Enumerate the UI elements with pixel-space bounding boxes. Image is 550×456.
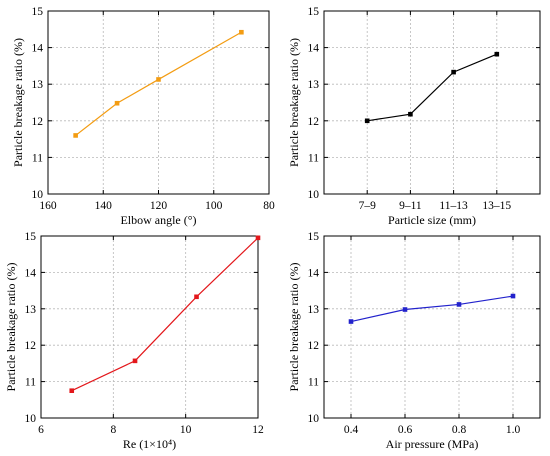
data-point: [114, 100, 120, 106]
data-point: [348, 319, 354, 324]
y-tick-label: 13: [308, 304, 320, 316]
x-tick-label: 160: [39, 200, 57, 212]
x-tick-label: 120: [150, 200, 168, 212]
x-tick-label: 11–13: [439, 200, 468, 212]
x-tick-label: 0.6: [398, 424, 413, 436]
data-point: [364, 118, 370, 124]
y-tick-label: 13: [32, 79, 44, 91]
y-tick-label: 10: [308, 413, 320, 425]
y-axis-title: Particle breakage ratio (%): [11, 38, 25, 167]
y-axis-title: Particle breakage ratio (%): [287, 38, 301, 167]
y-tick-label: 11: [25, 377, 36, 389]
y-tick-label: 15: [25, 231, 37, 243]
y-tick-label: 14: [32, 43, 44, 55]
y-tick-label: 10: [25, 413, 37, 425]
plot-frame: [40, 235, 259, 419]
plot-frame: [323, 235, 541, 419]
series-line: [350, 295, 514, 323]
y-tick-label: 12: [308, 116, 320, 128]
data-point: [255, 235, 261, 241]
y-tick-label: 14: [25, 267, 37, 279]
x-tick-label: 8: [110, 424, 116, 436]
plot-frame: [47, 10, 270, 195]
y-axis-title: Particle breakage ratio (%): [287, 263, 301, 392]
data-point: [194, 294, 199, 300]
x-axis-title: Elbow angle (°): [120, 213, 196, 227]
y-tick-label: 15: [32, 6, 44, 18]
x-tick-label: 10: [180, 424, 192, 436]
y-tick-label: 12: [32, 116, 44, 128]
y-tick-label: 14: [308, 43, 320, 55]
data-point: [456, 302, 462, 307]
x-tick-label: 1.0: [506, 424, 521, 436]
y-tick-label: 14: [308, 267, 320, 279]
y-tick-label: 15: [308, 231, 320, 243]
x-tick-label: 12: [252, 424, 264, 436]
x-tick-label: 9–11: [399, 200, 422, 212]
x-axis-title: Re (1×10⁴): [123, 437, 176, 451]
data-point: [69, 388, 75, 393]
x-tick-label: 0.8: [452, 424, 467, 436]
x-tick-label: 13–15: [482, 200, 511, 212]
y-tick-label: 12: [308, 340, 320, 352]
series-line: [367, 53, 498, 122]
y-tick-label: 11: [308, 152, 319, 164]
x-tick-label: 100: [205, 200, 223, 212]
chart-panel-particle-size: 10 11 12 13 14 15 7–9 9–11 11–13 13–15 Particle si…: [287, 6, 541, 227]
x-tick-label: 7–9: [359, 200, 377, 212]
data-point: [408, 111, 413, 117]
y-tick-label: 12: [25, 340, 37, 352]
series-line: [71, 237, 259, 392]
y-tick-label: 13: [308, 79, 320, 91]
x-tick-label: 0.4: [344, 424, 359, 436]
data-point: [132, 358, 138, 364]
y-tick-label: 13: [25, 304, 37, 316]
chart-panel-reynolds-number: 10 11 12 13 14 15 6 8 10 12 Re (1×10⁴) Particle bre…: [4, 231, 264, 451]
x-tick-label: 80: [263, 200, 275, 212]
data-point: [156, 77, 161, 82]
y-tick-label: 10: [308, 189, 320, 201]
chart-panel-air-pressure: 10 11 12 13 14 15 0.4 0.6 0.8 1.0 Air pressure (MP…: [287, 231, 541, 451]
data-point: [494, 51, 500, 57]
y-axis-title: Particle breakage ratio (%): [4, 263, 18, 392]
plot-frame: [323, 10, 541, 195]
y-tick-label: 10: [32, 189, 44, 201]
data-point: [73, 133, 78, 138]
y-tick-label: 11: [308, 377, 319, 389]
x-tick-label: 6: [38, 424, 44, 436]
data-point: [451, 69, 456, 75]
x-tick-label: 140: [95, 200, 113, 212]
data-point: [239, 29, 244, 35]
data-point: [402, 307, 408, 312]
x-axis-title: Air pressure (MPa): [386, 437, 479, 451]
y-tick-label: 15: [308, 6, 320, 18]
x-axis-title: Particle size (mm): [388, 213, 476, 227]
chart-panel-elbow-angle: 10 11 12 13 14 15 160 140 120 100 80 Elbow angle (°…: [11, 6, 275, 227]
series-line: [75, 31, 242, 136]
data-point: [510, 293, 516, 299]
y-tick-label: 11: [32, 152, 43, 164]
